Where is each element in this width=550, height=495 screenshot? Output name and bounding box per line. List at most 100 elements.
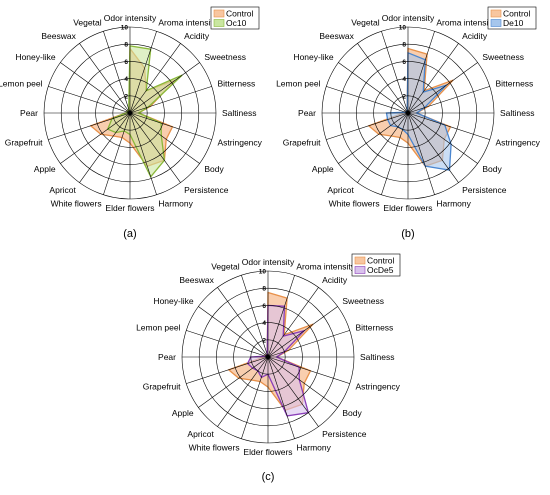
axis-label-bitterness: Bitterness: [496, 79, 534, 89]
spoke: [407, 31, 435, 114]
spoke: [241, 275, 269, 358]
axis-label-acidity: Acidity: [462, 31, 488, 41]
radar-chart-1: Odor intensity Aroma intensity Acidity Swee…: [0, 6, 263, 240]
axis-label-body: Body: [482, 164, 502, 174]
spoke: [326, 86, 409, 114]
axis-label-harmony: Harmony: [158, 198, 193, 208]
axis-label-apricot: Apricot: [187, 429, 214, 439]
tick-label-4: 4: [402, 76, 406, 83]
spoke: [407, 112, 490, 140]
spoke: [79, 112, 131, 183]
spoke: [357, 43, 409, 114]
spoke: [267, 275, 295, 358]
panel-label: (b): [401, 228, 414, 240]
legend-swatch-de10: [490, 19, 502, 27]
axis-label-astringency: Astringency: [218, 137, 263, 147]
axis-label-persistence: Persistence: [184, 185, 229, 195]
legend-swatch-oc10: [213, 19, 225, 27]
spoke: [407, 86, 490, 114]
spoke: [407, 112, 459, 183]
axis-label-grapefruit: Grapefruit: [143, 381, 181, 391]
axis-label-pear: Pear: [158, 352, 176, 362]
spoke: [267, 287, 319, 358]
axis-label-beeswax: Beeswax: [41, 31, 76, 41]
spoke: [357, 112, 409, 183]
axis-label-elder-flowers: Elder flowers: [105, 203, 154, 213]
axis-label-beeswax: Beeswax: [179, 275, 214, 285]
axis-label-elder-flowers: Elder flowers: [243, 447, 292, 457]
axis-label-elder-flowers: Elder flowers: [383, 203, 432, 213]
axis-label-white-flowers: White flowers: [329, 198, 380, 208]
spoke: [129, 62, 200, 114]
axis-label-vegetal: Vegetal: [73, 18, 101, 28]
legend-swatch-control: [490, 9, 502, 18]
axis-label-saltiness: Saltiness: [360, 352, 395, 362]
tick-label-10: 10: [121, 25, 129, 32]
tick-label-6: 6: [402, 59, 406, 66]
axis-label-acidity: Acidity: [322, 275, 348, 285]
axis-label-odor-intensity: Odor intensity: [104, 13, 157, 23]
spoke: [241, 356, 269, 439]
axis-label-honey-like: Honey-like: [293, 52, 333, 62]
axis-label-sweetness: Sweetness: [204, 52, 246, 62]
axis-label-apple: Apple: [34, 164, 56, 174]
axis-label-odor-intensity: Odor intensity: [382, 13, 435, 23]
axis-label-odor-intensity: Odor intensity: [242, 257, 295, 267]
spoke: [267, 356, 350, 384]
axis-label-apricot: Apricot: [49, 185, 76, 195]
spoke: [186, 330, 269, 358]
spoke: [129, 112, 157, 195]
spoke: [267, 356, 319, 427]
axis-label-apple: Apple: [172, 408, 194, 418]
spoke: [60, 112, 131, 164]
legend-label-control: Control: [367, 256, 395, 266]
panel-label: (a): [123, 228, 136, 240]
panel-label: (c): [262, 471, 275, 483]
spoke: [129, 112, 212, 140]
spoke: [338, 112, 409, 164]
axis-label-saltiness: Saltiness: [500, 108, 535, 118]
axis-label-body: Body: [204, 164, 224, 174]
spoke: [338, 62, 409, 114]
tick-label-8: 8: [402, 42, 406, 49]
spoke: [326, 112, 409, 140]
axis-label-aroma-intensity: Aroma intensity: [158, 18, 217, 28]
axis-label-bitterness: Bitterness: [356, 323, 394, 333]
spoke: [217, 287, 269, 358]
tick-label-2: 2: [262, 337, 266, 344]
axis-label-beeswax: Beeswax: [319, 31, 354, 41]
legend-swatch-control: [213, 9, 225, 18]
axis-label-pear: Pear: [298, 108, 316, 118]
axis-label-white-flowers: White flowers: [51, 198, 102, 208]
legend-swatch-control: [354, 256, 366, 265]
axis-label-persistence: Persistence: [462, 185, 507, 195]
axis-label-aroma-intensity: Aroma intensity: [296, 262, 355, 272]
center-dot: [405, 110, 411, 116]
axis-label-honey-like: Honey-like: [15, 52, 55, 62]
spoke: [79, 43, 131, 114]
tick-label-2: 2: [124, 93, 128, 100]
spoke: [198, 356, 269, 408]
spoke: [129, 112, 181, 183]
axis-label-apple: Apple: [312, 164, 334, 174]
axis-label-lemon-peel: Lemon peel: [0, 79, 43, 89]
axis-label-vegetal: Vegetal: [351, 18, 379, 28]
tick-label-4: 4: [124, 76, 128, 83]
axis-label-apricot: Apricot: [327, 185, 354, 195]
spoke: [103, 31, 131, 114]
spoke: [60, 62, 131, 114]
tick-label-6: 6: [124, 59, 128, 66]
series-area-oc10: [106, 45, 183, 178]
spoke: [217, 356, 269, 427]
axis-label-astringency: Astringency: [496, 137, 541, 147]
spoke: [103, 112, 131, 195]
spoke: [267, 306, 338, 358]
spoke: [48, 86, 131, 114]
legend-label-de10: De10: [503, 18, 524, 28]
spoke: [198, 306, 269, 358]
spoke: [129, 112, 200, 164]
